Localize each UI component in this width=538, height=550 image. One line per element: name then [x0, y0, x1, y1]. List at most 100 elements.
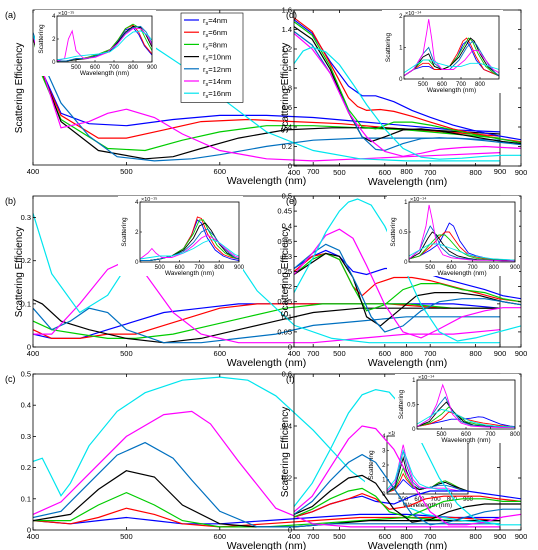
inset-x-axis-label: Wavelength (nm): [165, 270, 214, 277]
series-line: [294, 453, 521, 526]
y-tick-label: 0.2: [282, 142, 292, 151]
x-tick-label: 700: [307, 349, 320, 358]
inset-chart: 500 600 700 800 0 0.5 1 ×10⁻¹⁴ Wavelength (nm) Sc…: [395, 374, 521, 444]
panel-0: 400 500 600 700 800 900(a)Wavelength (nm)Scat…: [5, 9, 507, 187]
panel-label: (e): [286, 196, 297, 206]
inset-y-tick-label: 4: [52, 14, 56, 20]
y-tick-label: 0.45: [277, 207, 292, 216]
x-tick-label: 800: [400, 167, 413, 176]
legend-value: =8nm: [208, 40, 227, 49]
inset-x-tick-label: 800: [475, 82, 486, 88]
x-tick-label: 600: [379, 532, 392, 541]
inset-y-tick-label: 0: [404, 260, 408, 266]
inset-x-tick-label: 600: [461, 432, 472, 438]
inset-x-tick-label: 800: [128, 65, 139, 71]
x-axis-label: Wavelength (nm): [368, 176, 448, 188]
panel-label: (a): [5, 10, 16, 20]
y-tick-label: 0.5: [21, 370, 31, 379]
legend-entry: rs=6nm: [203, 28, 227, 39]
inset-x-axis-label: Wavelength (nm): [80, 70, 129, 77]
inset-y-axis-label: Scattering: [38, 24, 45, 54]
series-line: [294, 32, 521, 157]
y-axis-label: Scattering Efficiency: [280, 407, 291, 497]
x-axis-label: Wavelength (nm): [368, 540, 448, 550]
inset-chart: 500 600 700 800 900 0 2 4 ×10⁻¹⁵ Wavelength (nm) S…: [35, 10, 158, 77]
y-tick-label: 0.8: [282, 84, 292, 93]
legend-entry: rs=16nm: [203, 89, 231, 100]
x-tick-label: 600: [379, 168, 392, 177]
inset-y-axis-label: Scattering: [385, 32, 392, 62]
series-line: [33, 260, 500, 344]
x-tick-label: 900: [494, 349, 507, 358]
y-tick-label: 0.05: [277, 327, 292, 336]
x-axis-label: Wavelength (nm): [227, 540, 307, 550]
legend-value: =14nm: [208, 77, 231, 86]
inset-y-tick-label: 2: [135, 230, 139, 236]
x-tick-label: 600: [214, 532, 227, 541]
legend-entry: rs=8nm: [203, 40, 227, 51]
series-line: [33, 307, 500, 344]
inset-series-line: [57, 28, 152, 62]
y-tick-label: 0.3: [282, 252, 292, 261]
legend-sub: s: [206, 82, 209, 88]
y-tick-label: 1.4: [282, 25, 292, 34]
inset-series-line: [404, 19, 499, 77]
x-tick-label: 900: [494, 167, 507, 176]
x-tick-label: 400: [288, 168, 301, 177]
panel-label: (d): [286, 10, 297, 20]
inset-x-tick-label: 700: [194, 265, 205, 271]
inset-y-tick-label: 4: [382, 434, 386, 440]
y-tick-label: 0.4: [21, 401, 31, 410]
inset-series-line: [404, 59, 499, 74]
series-line: [294, 243, 521, 333]
series-line: [294, 21, 521, 144]
inset-x-tick-label: 800: [510, 432, 521, 438]
inset-chart: 500 600 700 800 0 1 2 ×10⁻¹⁴ Wavelength (nm) Scat…: [382, 10, 503, 94]
panel-5: 400 500 600 700 800 900 0 0.2 0.4 0.6(f) Wavelengt…: [280, 370, 527, 550]
inset-x-tick-label: 700: [485, 432, 496, 438]
x-tick-label: 900: [494, 532, 507, 541]
series-line: [294, 228, 521, 339]
y-tick-label: 0.3: [21, 432, 31, 441]
series-line: [294, 474, 521, 523]
series-line: [294, 198, 521, 342]
inset-x-tick-label: 500: [155, 265, 166, 271]
series-line: [33, 410, 500, 528]
legend-sub: s: [206, 33, 209, 39]
x-tick-label: 900: [515, 532, 528, 541]
y-tick-label: 0.25: [277, 267, 292, 276]
legend-prefix: r: [203, 77, 206, 86]
x-tick-label: 600: [214, 349, 227, 358]
inset-series-line: [404, 37, 499, 77]
y-tick-label: 1.2: [282, 45, 292, 54]
y-tick-label: 0.1: [282, 312, 292, 321]
panel-4: 400 500 600 700 800 900 0 0.05 0.1 0.15 0.2 0.25 0.3…: [277, 192, 527, 370]
series-line: [294, 487, 521, 518]
legend: rs=4nmrs=6nmrs=8nmrs=10nmrs=12nmrs=14nmr…: [180, 12, 244, 103]
inset-series-line: [140, 228, 239, 261]
x-tick-label: 800: [469, 168, 482, 177]
series-line: [294, 26, 521, 145]
series-line: [33, 34, 500, 162]
inset-x-tick-label: 700: [431, 497, 442, 503]
panel-label: (f): [286, 374, 295, 384]
y-tick-label: 1.6: [282, 6, 292, 15]
panel-label: (b): [5, 196, 16, 206]
x-tick-label: 400: [288, 349, 301, 358]
inset-y-tick-label: 0.5: [407, 403, 416, 409]
inset-y-axis-label: Scattering: [121, 217, 128, 247]
legend-prefix: r: [203, 53, 206, 62]
inset-x-axis-label: Wavelength (nm): [403, 502, 452, 509]
legend-sub: s: [206, 58, 209, 64]
inset-y-tick-label: 1: [412, 378, 416, 384]
series-line: [294, 17, 521, 143]
series-line: [33, 32, 500, 162]
inset-y-tick-label: 3: [382, 449, 386, 455]
x-tick-label: 900: [515, 349, 528, 358]
inset-y-tick-label: 2: [399, 14, 403, 20]
inset-series-line: [404, 37, 499, 77]
inset-series-line: [140, 234, 239, 260]
y-tick-label: 0: [27, 343, 31, 352]
x-tick-label: 700: [307, 167, 320, 176]
